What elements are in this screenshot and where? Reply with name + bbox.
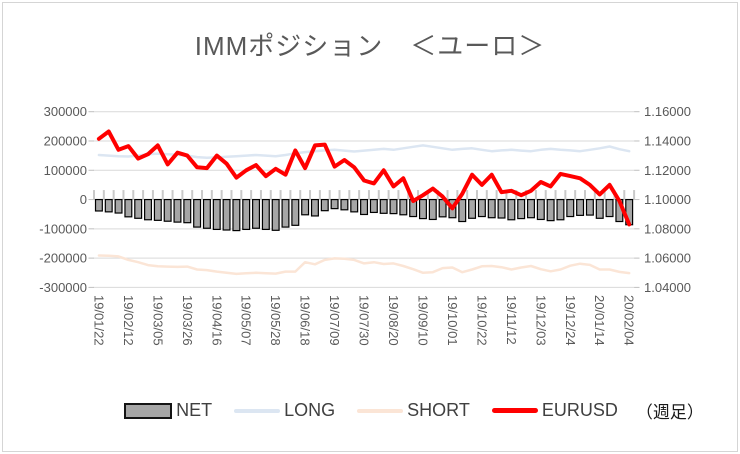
svg-text:100000: 100000 [44,163,87,178]
svg-text:0: 0 [80,192,87,207]
svg-text:1.06000: 1.06000 [644,251,691,266]
net-bar-swatch-icon [124,402,173,419]
legend-label-eurusd: EURUSD [541,400,618,420]
short-line-swatch-icon [357,408,404,413]
eurusd-line-swatch-icon [491,408,538,413]
svg-text:19/02/12: 19/02/12 [121,295,136,346]
svg-text:19/09/10: 19/09/10 [416,295,431,346]
svg-text:1.12000: 1.12000 [644,163,691,178]
x-axis-labels: 19/01/22 19/02/12 19/03/05 19/03/26 19/04/16… [91,295,636,346]
svg-text:19/05/07: 19/05/07 [239,295,254,346]
long-line-swatch-icon [234,408,281,413]
chart-title: IMMポジション ＜ユーロ＞ [194,31,546,61]
right-axis-labels: 1.16000 1.14000 1.12000 1.10000 1.08000 1.060… [644,104,691,295]
legend-label-short: SHORT [407,400,470,420]
svg-text:19/11/12: 19/11/12 [504,295,519,345]
svg-text:-100000: -100000 [39,221,87,236]
svg-text:19/05/28: 19/05/28 [268,295,283,346]
svg-text:19/03/05: 19/03/05 [150,295,165,346]
svg-text:300000: 300000 [44,104,87,119]
legend-item-net: NET [124,400,212,421]
svg-text:19/06/18: 19/06/18 [298,295,313,346]
svg-text:20/01/14: 20/01/14 [592,295,607,346]
svg-text:19/08/20: 19/08/20 [386,295,401,346]
svg-text:1.14000: 1.14000 [644,133,691,148]
legend-item-long: LONG [234,400,335,421]
eurusd-line [96,129,632,227]
legend-item-eurusd: EURUSD [491,400,618,421]
svg-text:200000: 200000 [44,133,87,148]
svg-text:19/12/24: 19/12/24 [563,295,578,346]
net-bars [94,198,634,232]
svg-text:19/12/03: 19/12/03 [533,295,548,346]
svg-text:1.04000: 1.04000 [644,280,691,295]
svg-text:19/03/26: 19/03/26 [180,295,195,346]
svg-text:19/10/22: 19/10/22 [474,295,489,346]
svg-text:19/01/22: 19/01/22 [91,295,106,346]
legend-label-net: NET [176,400,213,420]
svg-text:1.08000: 1.08000 [644,221,691,236]
svg-text:-300000: -300000 [39,280,87,295]
svg-text:19/10/01: 19/10/01 [445,295,460,346]
category-ticks [93,190,636,201]
legend-item-short: SHORT [357,400,470,421]
svg-text:1.16000: 1.16000 [644,104,691,119]
timeframe-label: （週足） [635,403,704,422]
svg-text:-200000: -200000 [39,251,87,266]
left-axis-labels: 300000 200000 100000 0 -100000 -200000 -300000 [39,104,87,295]
short-line [97,254,631,276]
svg-text:19/07/30: 19/07/30 [357,295,372,346]
legend: NET LONG SHORT EURUSD （週足） [88,398,740,423]
svg-text:20/02/04: 20/02/04 [622,295,637,346]
svg-text:19/07/09: 19/07/09 [327,295,342,346]
svg-text:19/04/16: 19/04/16 [209,295,224,346]
svg-text:1.10000: 1.10000 [644,192,691,207]
legend-label-long: LONG [284,400,336,420]
